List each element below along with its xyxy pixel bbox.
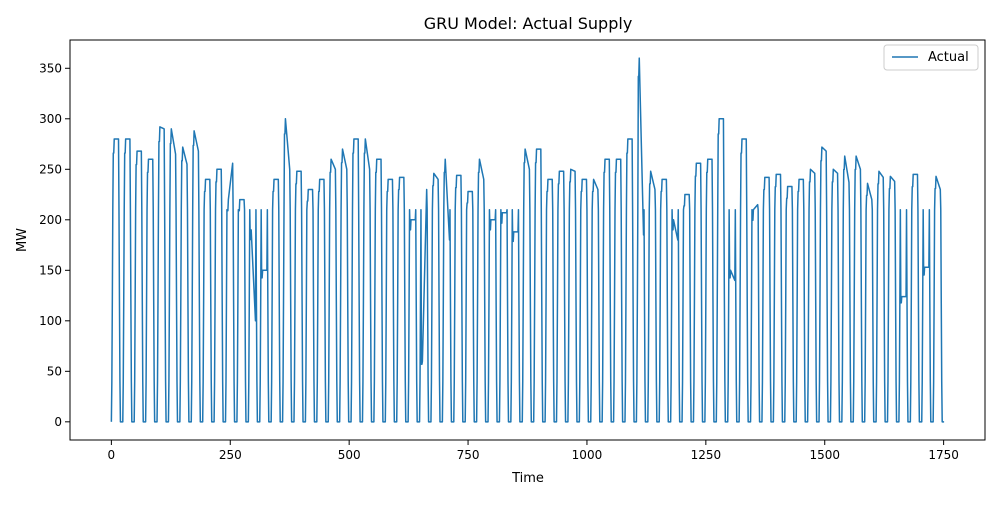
y-tick-label: 350 [39,61,62,75]
x-tick-label: 0 [108,448,116,462]
series-line-actual [110,57,945,423]
x-axis-label: Time [511,471,544,486]
x-tick-label: 1500 [809,448,840,462]
legend: Actual [883,44,979,71]
legend-box [883,44,979,71]
y-tick-label: 100 [39,314,62,328]
x-tick-label: 1750 [928,448,959,462]
y-tick-label: 200 [39,213,62,227]
x-tick-label: 750 [457,448,480,462]
chart-title: GRU Model: Actual Supply [424,14,633,33]
x-tick-label: 1250 [691,448,722,462]
y-tick-label: 150 [39,263,62,277]
y-axis-label: MW [15,228,30,252]
y-tick-label: 300 [39,112,62,126]
x-tick-label: 1000 [572,448,603,462]
x-tick-label: 500 [338,448,361,462]
legend-label-actual: Actual [928,50,969,65]
plot-frame [69,39,986,441]
y-tick-label: 0 [54,415,62,429]
y-tick-label: 250 [39,162,62,176]
plot-area: 0 250 500 750 1000 1250 1500 1750 0 50 100 150 200 25… [39,39,986,462]
x-tick-label: 250 [219,448,242,462]
y-tick-label: 50 [47,364,62,378]
